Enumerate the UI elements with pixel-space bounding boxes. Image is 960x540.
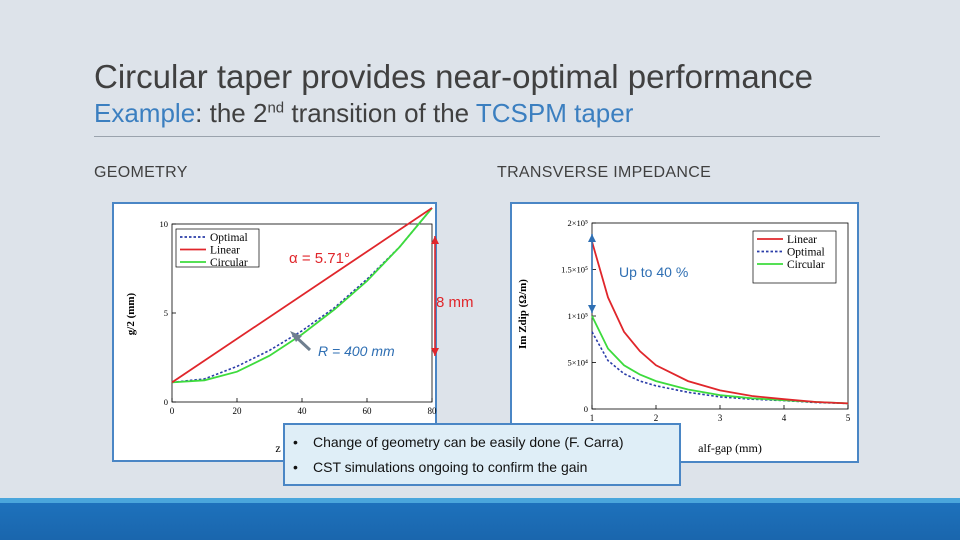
x-tick-label: 80 (428, 406, 438, 416)
note-text: CST simulations ongoing to confirm the g… (313, 459, 588, 475)
gain-annotation: Up to 40 % (619, 264, 689, 280)
x-tick-label: 60 (363, 406, 373, 416)
legend-label-circular: Circular (210, 257, 248, 269)
series-line-optimal (591, 331, 849, 405)
x-tick-label: 4 (782, 413, 787, 423)
x-axis-label: z (275, 441, 280, 455)
subtitle-taper-name: TCSPM taper (475, 98, 634, 128)
x-tick-label: 3 (718, 413, 723, 423)
slide-subtitle: Example: the 2nd transition of the TCSPM… (94, 98, 633, 129)
impedance-heading: TRANSVERSE IMPEDANCE (497, 164, 712, 181)
y-tick-label: 2×10⁵ (567, 218, 588, 228)
title-divider (94, 136, 880, 137)
y-tick-label: 5×10⁴ (567, 358, 588, 368)
geometry-chart-panel: 0 20 40 60 80 0 5 10 g/2 (mm) z Optimal Linear Circu… (112, 202, 437, 462)
subtitle-example: Example (94, 98, 196, 128)
note-text: Change of geometry can be easily done (F… (313, 434, 624, 450)
x-tick-label: 0 (170, 406, 175, 416)
footer-bar (0, 498, 960, 540)
series-line-linear (591, 241, 849, 405)
y-tick-label: 10 (160, 219, 169, 229)
y-tick-label: 1.5×10⁵ (561, 265, 588, 275)
footer-strip (0, 498, 960, 503)
y-tick-label: 0 (164, 397, 168, 407)
x-axis-label: alf-gap (mm) (698, 441, 762, 455)
geometry-chart: 0 20 40 60 80 0 5 10 g/2 (mm) z OptimalLinearCircu… (125, 207, 438, 455)
x-tick-label: 5 (846, 413, 851, 423)
legend-box (175, 228, 260, 268)
legend-label-circular: Circular (787, 259, 825, 271)
legend-label-optimal: Optimal (787, 247, 825, 259)
y-tick-label: 1×10⁵ (567, 311, 588, 321)
legend-label-optimal: Optimal (210, 232, 248, 244)
impedance-chart-panel: 1 2 3 4 5 0 5×10⁴ 1×10⁵ 1.5×10⁵ 2×10⁵ Im Zdip (Ω/m… (510, 202, 859, 463)
subtitle-text-1: : the 2 (195, 98, 268, 128)
alpha-annotation: α = 5.71° (289, 250, 350, 267)
x-tick-label: 40 (298, 406, 308, 416)
x-tick-label: 1 (590, 413, 595, 423)
y-tick-label: 0 (584, 404, 588, 414)
note-item: • Change of geometry can be easily done (… (293, 434, 624, 450)
y-axis-label: g/2 (mm) (125, 292, 137, 335)
legend-label-linear: Linear (787, 234, 817, 246)
legend-label-linear: Linear (210, 245, 240, 257)
geometry-heading: GEOMETRY (94, 164, 188, 181)
x-tick-label: 20 (233, 406, 243, 416)
radius-annotation: R = 400 mm (318, 343, 395, 359)
series-line-circular (171, 207, 433, 384)
series-line-optimal (171, 207, 433, 384)
subtitle-superscript: nd (267, 99, 285, 117)
y-tick-label: 5 (164, 308, 168, 318)
notes-box: • Change of geometry can be easily done (… (283, 423, 681, 486)
series-line-linear (171, 207, 433, 384)
y-axis-label: Im Zdip (Ω/m) (517, 279, 529, 349)
subtitle-text-2: transition of the (284, 98, 476, 128)
slide-title: Circular taper provides near-optimal per… (94, 58, 813, 95)
note-item: • CST simulations ongoing to confirm the … (293, 459, 588, 475)
impedance-chart: 1 2 3 4 5 0 5×10⁴ 1×10⁵ 1.5×10⁵ 2×10⁵ Im Zdip (Ω/m… (517, 218, 851, 455)
x-tick-label: 2 (654, 413, 659, 423)
height-annotation: 8 mm (436, 294, 474, 311)
